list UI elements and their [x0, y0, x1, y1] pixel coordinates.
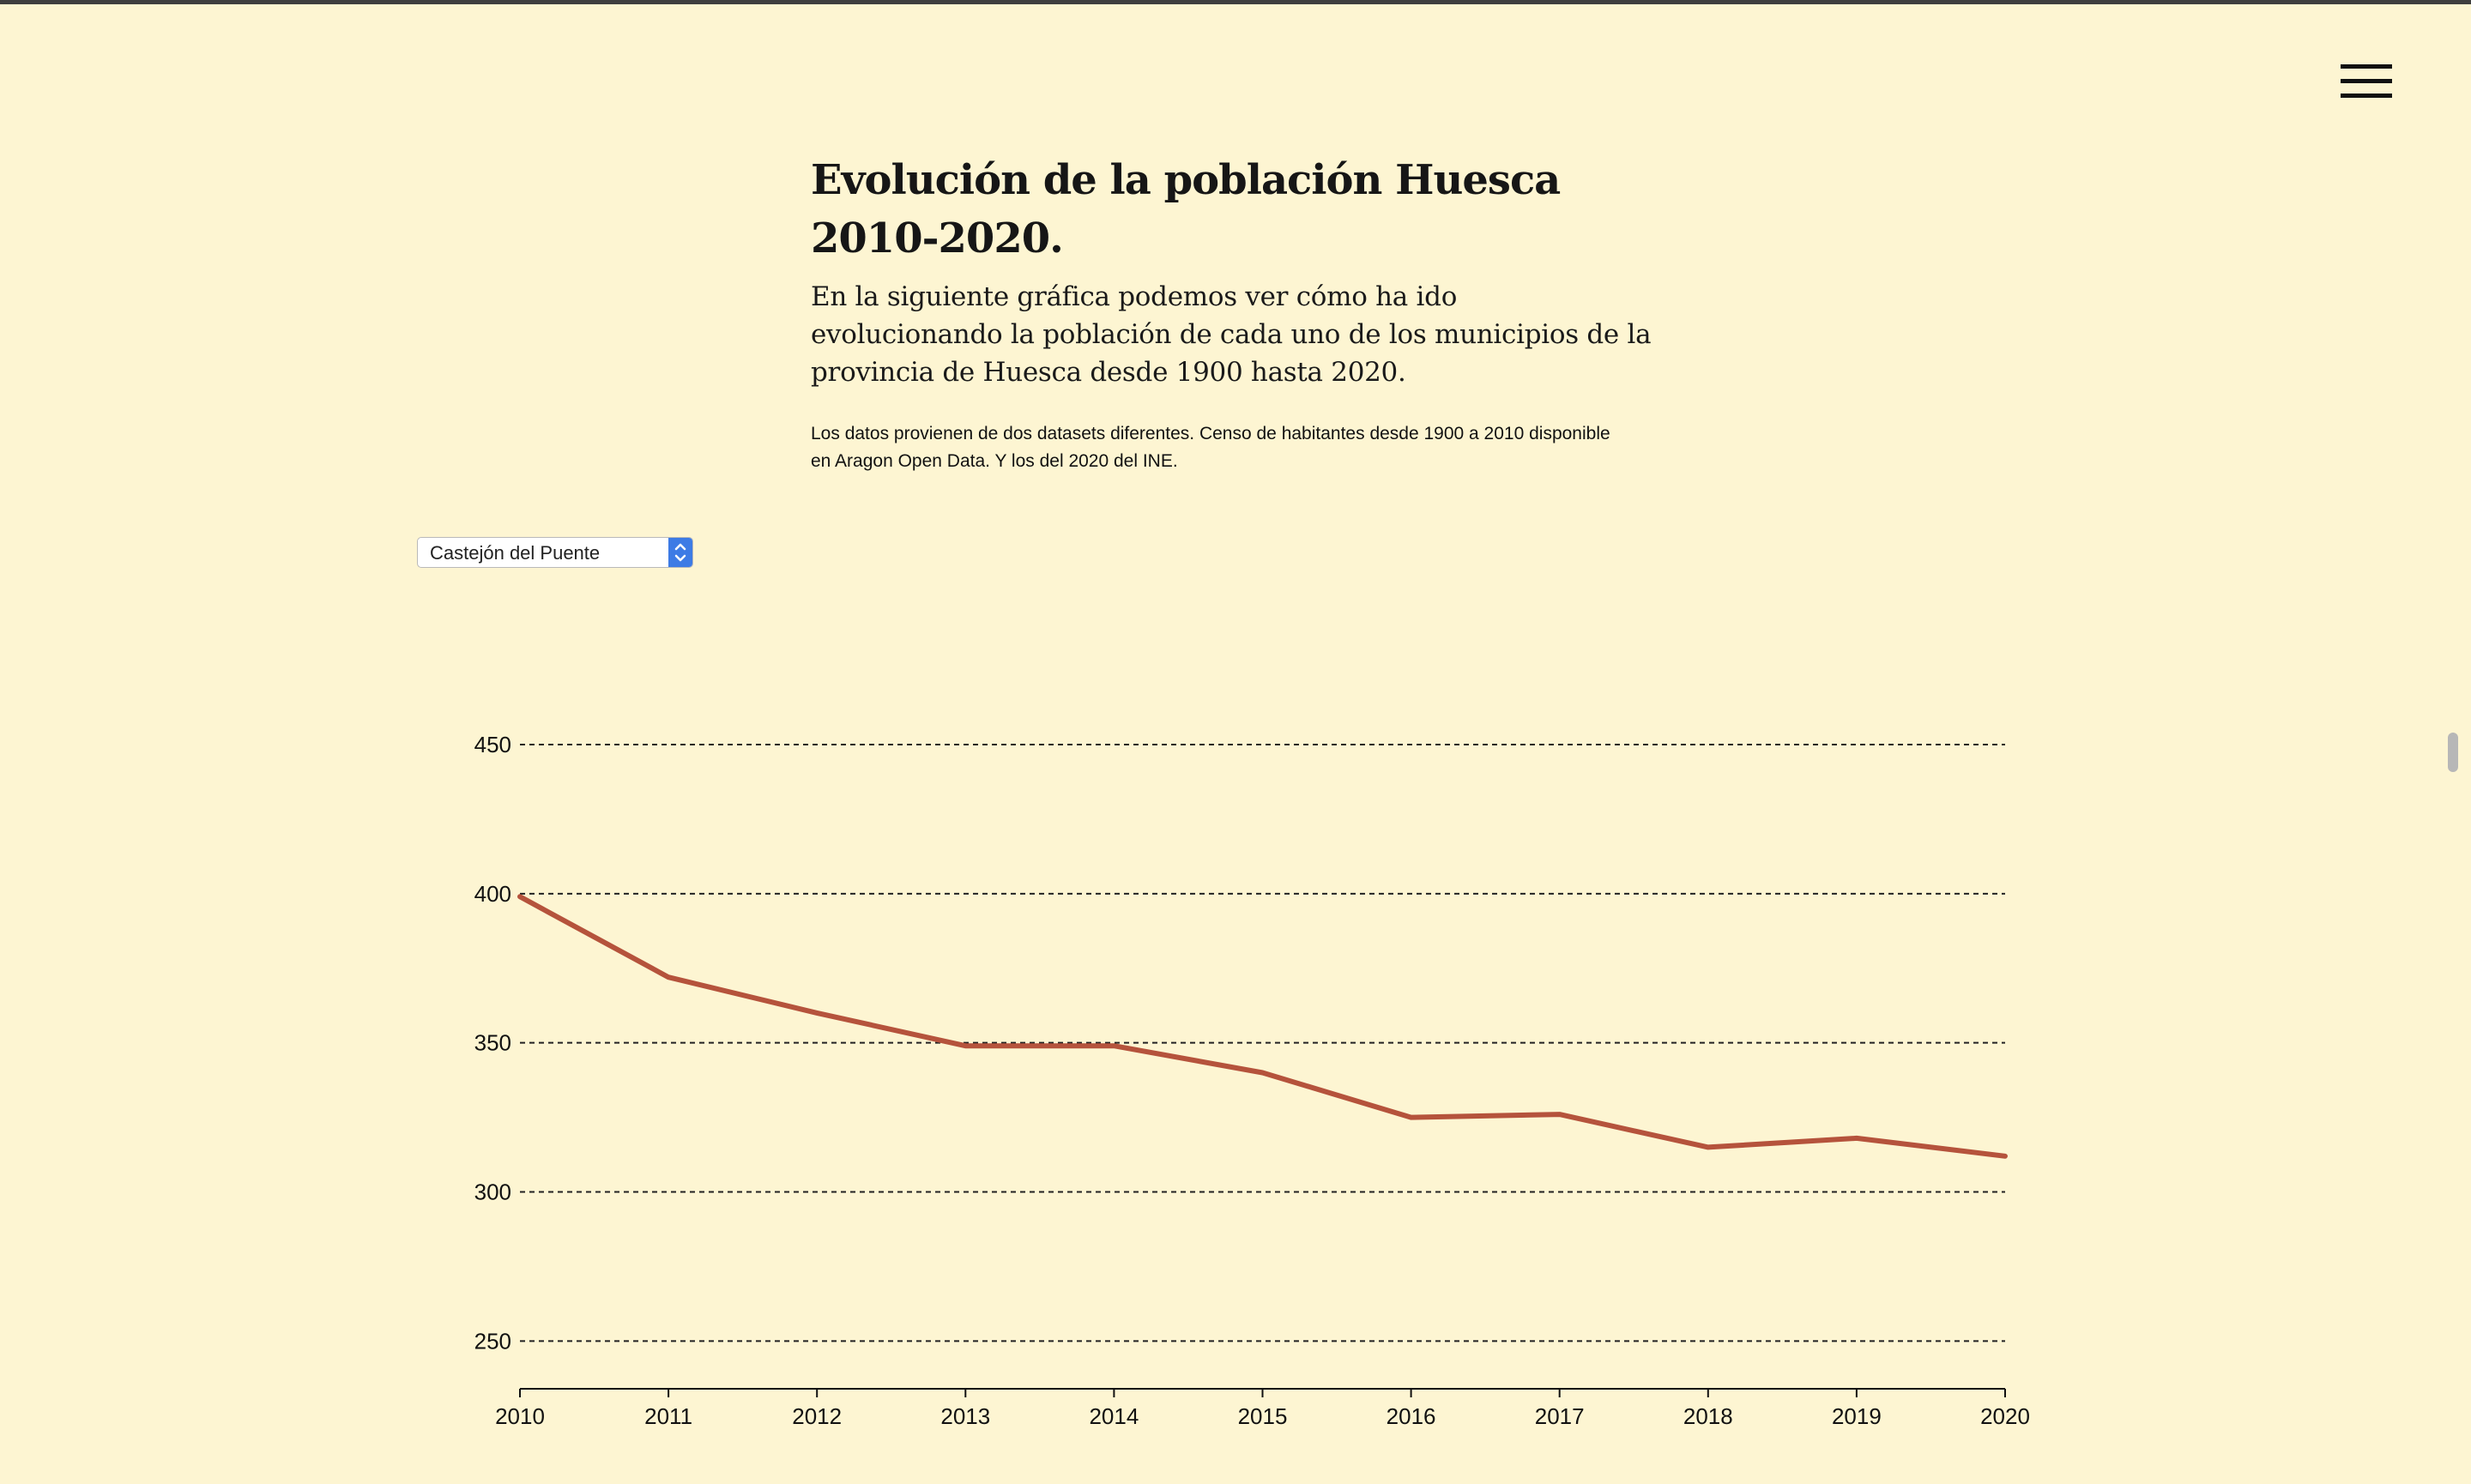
- hamburger-menu-button[interactable]: [2341, 62, 2392, 103]
- y-tick-label: 300: [474, 1179, 511, 1205]
- menu-icon-bar: [2341, 94, 2392, 98]
- x-tick-label: 2020: [1980, 1403, 2030, 1429]
- y-tick-label: 400: [474, 881, 511, 907]
- y-tick-label: 250: [474, 1328, 511, 1354]
- chevron-up-down-icon: [668, 538, 692, 567]
- window-top-border: [0, 0, 2471, 4]
- population-series-line: [517, 894, 2008, 1159]
- x-tick-label: 2019: [1832, 1403, 1882, 1429]
- article-header: Evolución de la población Huesca 2010-20…: [811, 151, 1652, 475]
- menu-icon-bar: [2341, 79, 2392, 83]
- x-tick-label: 2012: [792, 1403, 842, 1429]
- x-tick-label: 2015: [1238, 1403, 1288, 1429]
- page-title: Evolución de la población Huesca 2010-20…: [811, 156, 1561, 262]
- x-tick-label: 2018: [1683, 1403, 1733, 1429]
- x-tick-label: 2013: [940, 1403, 990, 1429]
- lead-paragraph: En la siguiente gráfica podemos ver cómo…: [811, 281, 1652, 388]
- x-tick-label: 2016: [1387, 1403, 1436, 1429]
- x-tick-label: 2017: [1535, 1403, 1585, 1429]
- menu-icon-bar: [2341, 64, 2392, 69]
- x-tick-label: 2010: [495, 1403, 545, 1429]
- x-tick-label: 2014: [1089, 1403, 1139, 1429]
- scrollbar-thumb[interactable]: [2448, 733, 2458, 772]
- y-tick-label: 450: [474, 732, 511, 757]
- x-tick-label: 2011: [644, 1403, 692, 1429]
- data-source-note: Los datos provienen de dos datasets dife…: [811, 424, 1610, 471]
- municipio-select-value: Castejón del Puente: [430, 542, 601, 564]
- municipio-select[interactable]: Castejón del Puente: [417, 537, 693, 568]
- y-tick-label: 350: [474, 1030, 511, 1056]
